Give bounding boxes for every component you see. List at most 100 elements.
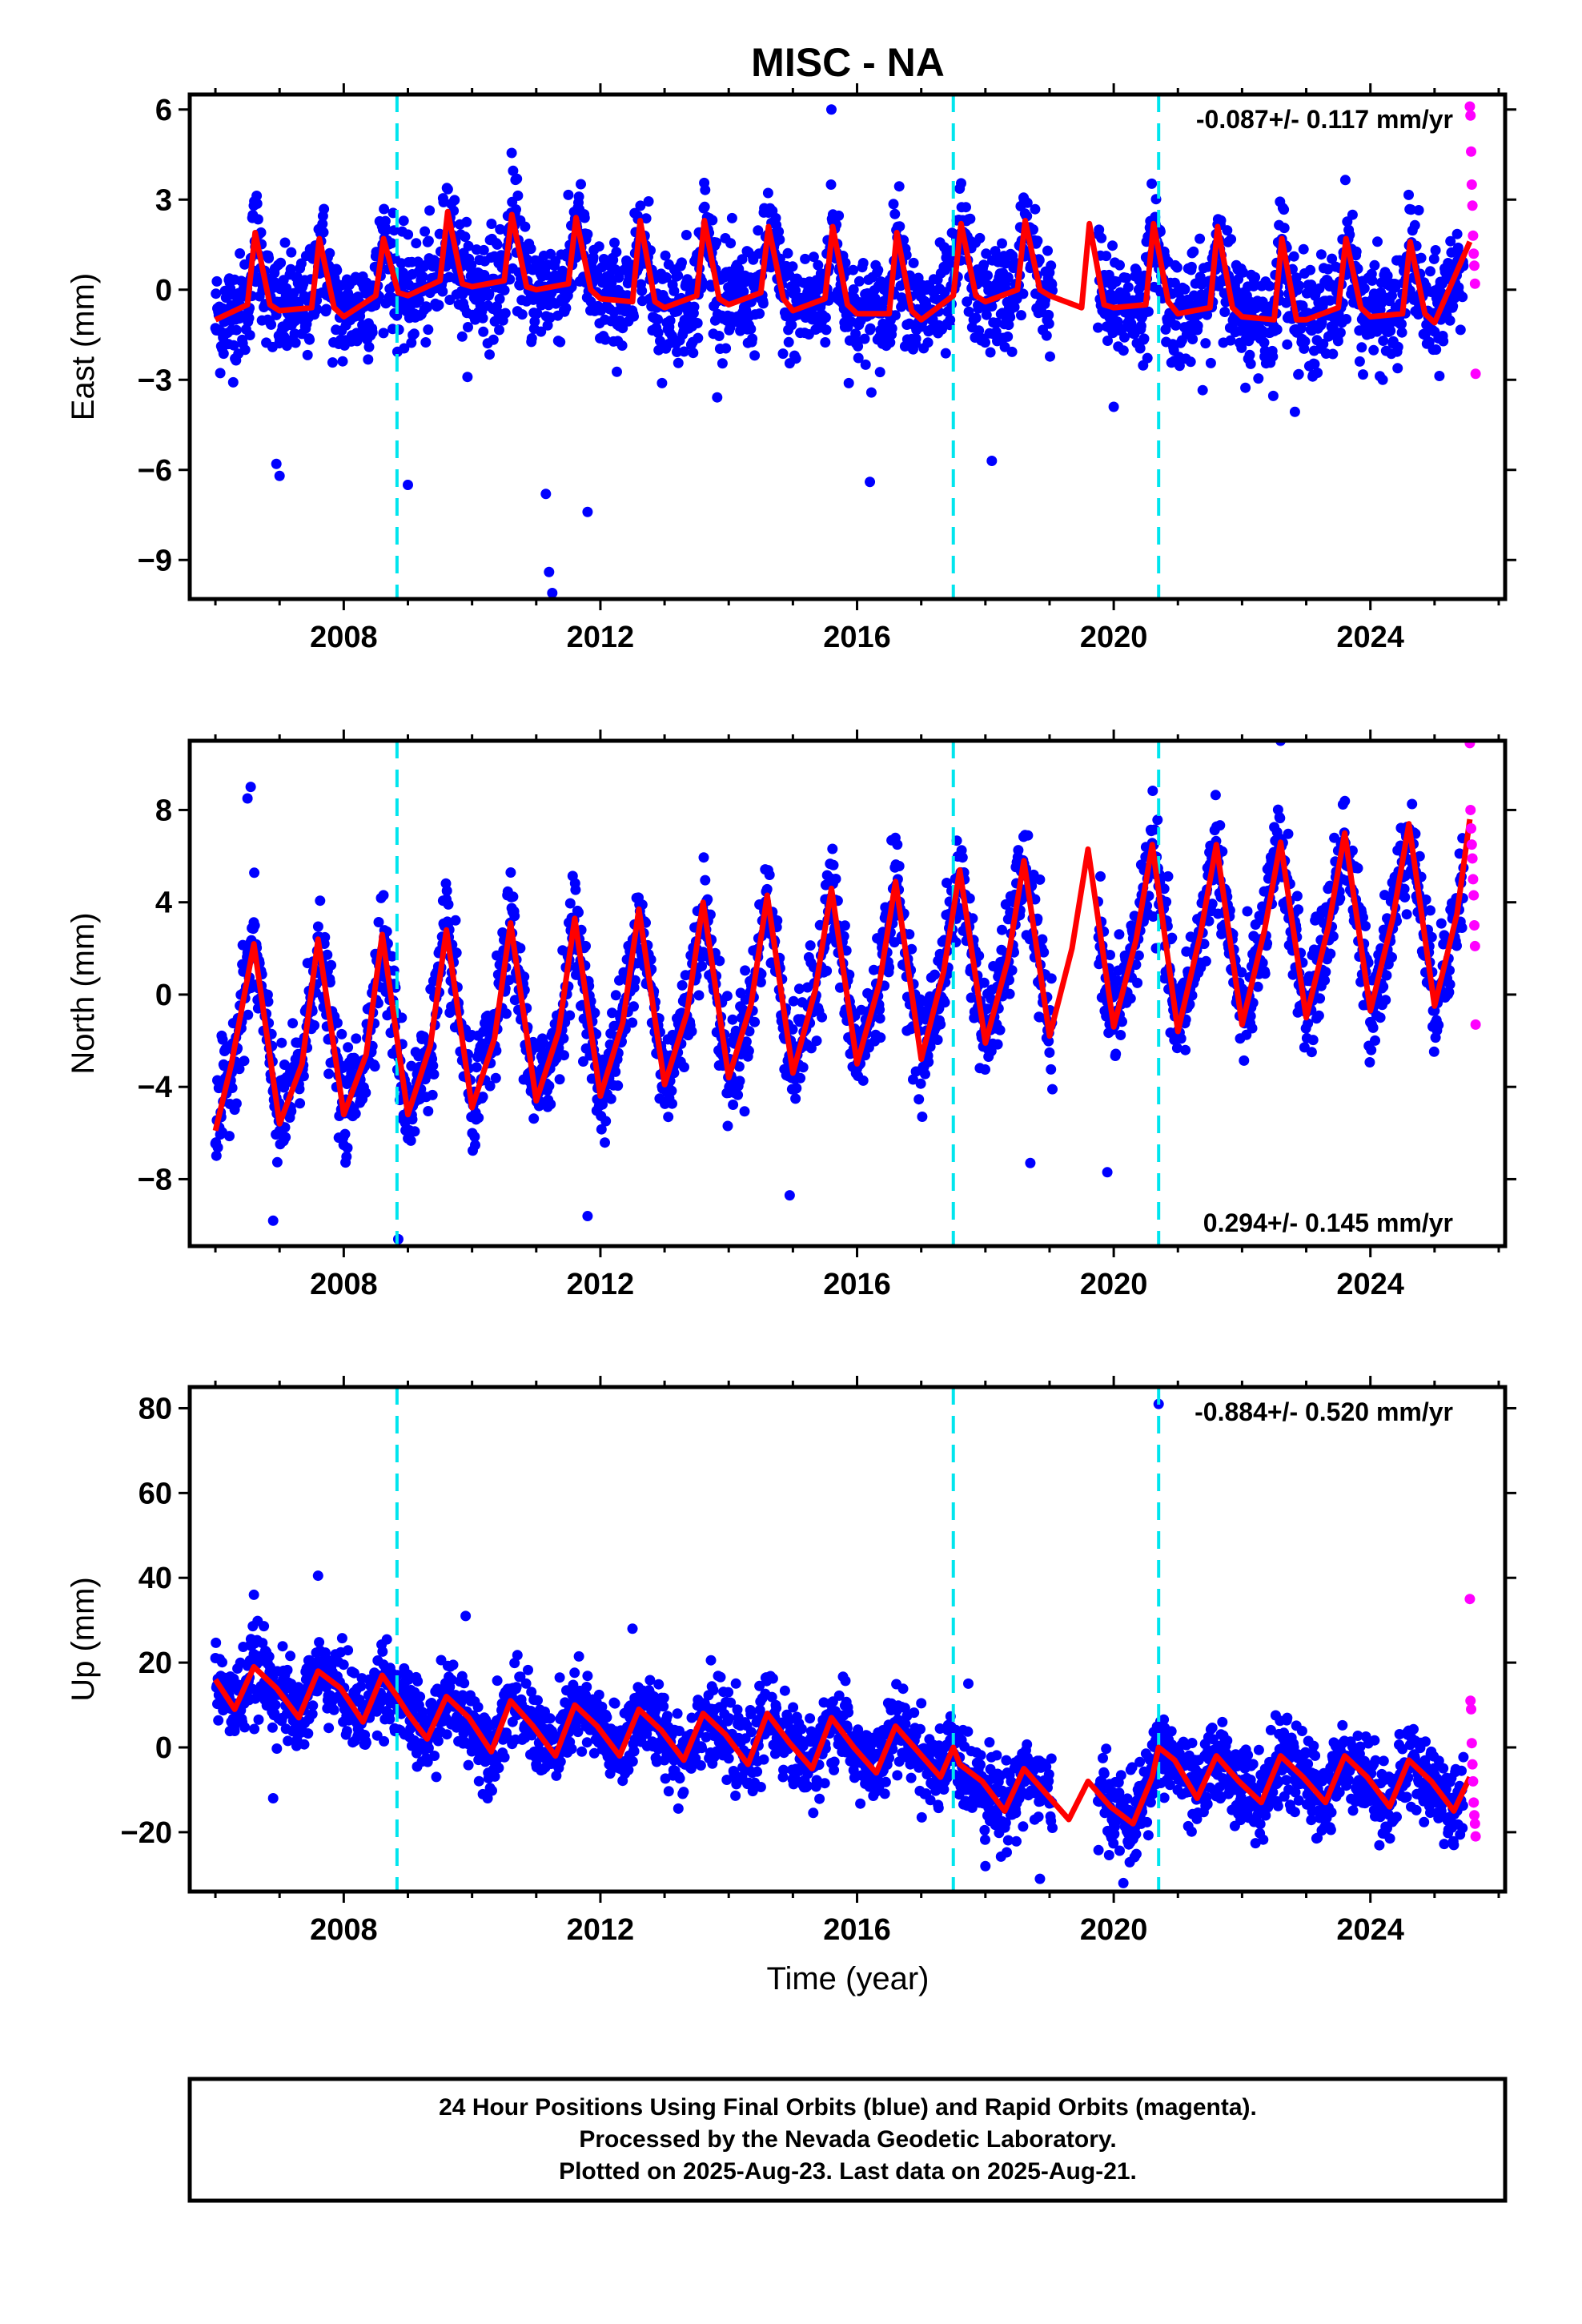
final-orbit-point [677, 257, 687, 268]
final-orbit-point [609, 237, 620, 248]
final-orbit-point [613, 272, 624, 283]
final-orbit-point [991, 317, 1002, 328]
final-orbit-point [820, 337, 831, 348]
final-orbit-point [1378, 981, 1389, 992]
final-orbit-point [1004, 975, 1014, 986]
final-orbit-point [1046, 260, 1057, 271]
final-orbit-point [227, 1083, 238, 1093]
final-orbit-point [593, 241, 604, 252]
final-orbit-point [1283, 828, 1294, 839]
final-orbit-point [1267, 390, 1279, 401]
final-orbit-point [1147, 786, 1158, 796]
final-orbit-point [679, 346, 689, 357]
final-orbit-point [686, 1026, 697, 1037]
final-orbit-point [350, 1108, 361, 1120]
final-orbit-point [677, 979, 688, 991]
final-orbit-point [817, 1011, 828, 1023]
final-orbit-point [413, 295, 424, 306]
final-orbit-point [1174, 360, 1185, 372]
final-orbit-point [511, 204, 521, 215]
final-orbit-point [559, 1050, 569, 1061]
final-orbit-point [1438, 336, 1449, 347]
final-orbit-point [1318, 339, 1329, 349]
east-y-axis-label: East (mm) [66, 273, 101, 420]
final-orbit-point [1197, 384, 1208, 396]
final-orbit-point [607, 1007, 617, 1019]
final-orbit-point [1175, 1033, 1186, 1044]
final-orbit-point [276, 1037, 287, 1048]
final-orbit-point [733, 1061, 745, 1072]
final-orbit-point [961, 202, 971, 213]
final-orbit-point [839, 920, 850, 931]
final-orbit-point [532, 308, 543, 319]
final-orbit-point [629, 975, 640, 986]
final-orbit-point [243, 1009, 254, 1020]
final-orbit-point [428, 1060, 439, 1072]
final-orbit-point [830, 874, 841, 884]
y-tick-label: −6 [138, 454, 172, 488]
final-orbit-point [244, 330, 255, 340]
final-orbit-point [749, 1016, 761, 1027]
final-orbit-point [1215, 215, 1227, 226]
final-orbit-point [605, 1093, 616, 1104]
final-orbit-point [1315, 993, 1326, 1004]
final-orbit-point [381, 224, 392, 235]
final-orbit-point [727, 1014, 738, 1025]
final-orbit-point [280, 1132, 291, 1143]
final-orbit-point [610, 1066, 621, 1077]
final-orbit-point [1200, 955, 1211, 967]
final-orbit-point [508, 891, 519, 903]
final-orbit-point [1259, 968, 1271, 979]
y-tick-label: 6 [155, 94, 172, 127]
final-orbit-point [478, 244, 489, 255]
final-orbit-point [1047, 1084, 1058, 1095]
final-orbit-point [336, 1028, 347, 1039]
final-orbit-point [1332, 336, 1343, 347]
final-orbit-point [1102, 336, 1113, 346]
final-orbit-point [1005, 312, 1016, 323]
final-orbit-point [290, 337, 301, 348]
final-orbit-point [515, 943, 526, 954]
final-orbit-point [1004, 988, 1015, 999]
final-orbit-point [1046, 973, 1057, 984]
final-orbit-point [1236, 967, 1247, 978]
final-orbit-point [327, 357, 338, 368]
final-orbit-point [652, 314, 663, 325]
y-tick-label: −9 [138, 544, 172, 577]
final-orbit-point [713, 331, 725, 341]
final-orbit-point [391, 310, 403, 321]
final-orbit-point [1242, 906, 1253, 917]
final-orbit-point [1043, 309, 1054, 320]
y-tick-label: 3 [155, 183, 172, 217]
final-orbit-point [516, 309, 528, 320]
rapid-orbit-point [1469, 278, 1480, 289]
final-orbit-point [980, 1064, 990, 1075]
final-orbit-point [1403, 189, 1414, 200]
final-orbit-point [643, 196, 654, 207]
final-orbit-point [753, 225, 764, 236]
final-orbit-point [1152, 814, 1163, 826]
final-orbit-point [1406, 204, 1416, 215]
final-orbit-point [317, 219, 328, 230]
final-orbit-point [450, 915, 461, 926]
final-orbit-point [1105, 950, 1115, 960]
final-orbit-point [848, 264, 859, 275]
final-orbit-point [860, 359, 871, 370]
final-orbit-point [1180, 1044, 1191, 1055]
final-orbit-point [521, 254, 532, 265]
final-orbit-point [667, 1098, 677, 1109]
final-orbit-point [1335, 327, 1346, 338]
final-orbit-point [519, 971, 530, 983]
final-orbit-point [1030, 203, 1041, 215]
final-orbit-point [628, 311, 639, 322]
final-orbit-point [1195, 233, 1206, 244]
final-orbit-point [612, 1080, 624, 1092]
final-orbit-point [1094, 224, 1105, 235]
final-orbit-point [612, 366, 622, 377]
final-orbit-point [463, 322, 473, 332]
final-orbit-point [1114, 259, 1125, 271]
final-orbit-point [1118, 345, 1129, 356]
final-orbit-point [1327, 253, 1338, 264]
final-orbit-point [1170, 320, 1182, 331]
final-orbit-point [339, 1128, 351, 1140]
